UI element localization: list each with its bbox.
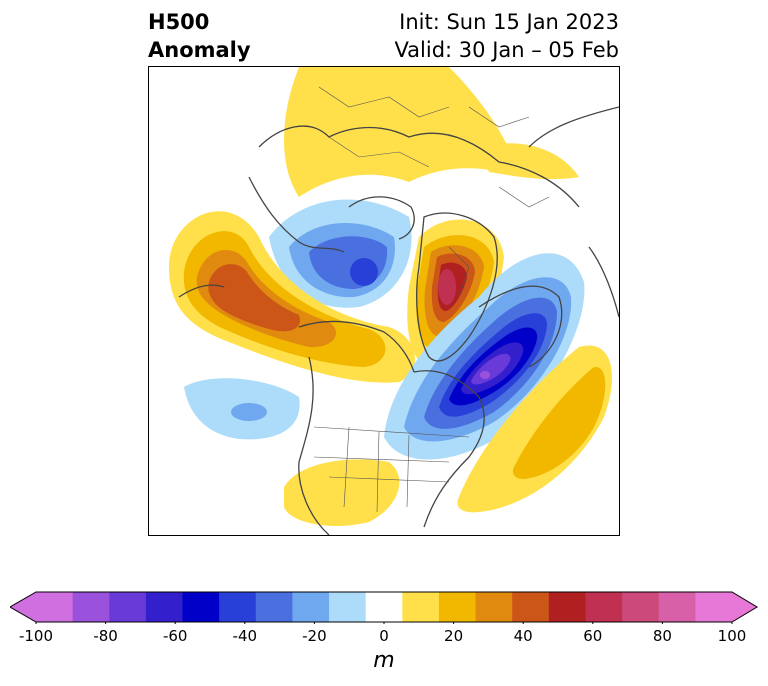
colorbar-segment <box>585 592 623 622</box>
colorbar-segment <box>658 592 696 622</box>
colorbar-segment <box>255 592 293 622</box>
positive-anomaly-nw-pacific <box>169 211 416 383</box>
colorbar-segment <box>402 592 440 622</box>
colorbar-segment <box>622 592 660 622</box>
colorbar-tick-label: 20 <box>444 627 464 645</box>
colorbar-segment <box>438 592 477 622</box>
colorbar-segment <box>329 592 367 622</box>
colorbar-tick-label: -40 <box>232 627 258 645</box>
colorbar-segment <box>109 592 147 622</box>
colorbar-segment <box>695 592 733 622</box>
colorbar-segment <box>292 592 330 622</box>
colorbar-tick-label: 100 <box>717 627 747 645</box>
colorbar-segment <box>475 592 513 622</box>
colorbar-tick-label: -100 <box>18 627 54 645</box>
positive-anomaly-western-atlantic <box>457 345 612 513</box>
init-date: Init: Sun 15 Jan 2023 <box>399 10 619 34</box>
colorbar-tick-label: -20 <box>302 627 327 645</box>
political-borders <box>313 86 550 513</box>
title-variable: H500 <box>148 10 210 34</box>
colorbar <box>10 591 758 624</box>
title-anomaly: Anomaly <box>148 38 251 62</box>
negative-anomaly-polar <box>269 199 412 308</box>
colorbar-segment <box>72 592 110 622</box>
colorbar-segment <box>219 592 257 622</box>
colorbar-segment <box>512 592 550 622</box>
negative-anomaly-eastern-canada <box>384 253 585 460</box>
positive-anomaly-southwest-us <box>284 459 400 527</box>
colorbar-extend-high <box>732 592 758 622</box>
colorbar-tick-label: -60 <box>162 627 188 645</box>
colorbar-segment <box>36 592 74 622</box>
colorbar-segment <box>145 592 184 622</box>
positive-anomaly-greenland <box>407 219 504 367</box>
colorbar-unit: m <box>373 648 395 673</box>
negative-anomaly-east-pacific <box>184 378 300 440</box>
colorbar-tick-label: 60 <box>583 627 603 645</box>
title-left: H500 Anomaly <box>148 8 251 64</box>
colorbar-tick-label: 40 <box>513 627 533 645</box>
colorbar-tick-label: 80 <box>652 627 672 645</box>
title-right: Init: Sun 15 Jan 2023 Valid: 30 Jan – 05… <box>394 8 619 64</box>
colorbar-segment <box>548 592 586 622</box>
positive-anomaly-siberia <box>284 67 579 197</box>
colorbar-tick-label: 0 <box>379 627 389 645</box>
colorbar-extend-low <box>10 592 36 622</box>
map-panel <box>148 66 620 536</box>
colorbar-segment <box>182 592 220 622</box>
anomaly-map <box>169 67 619 535</box>
colorbar-segment <box>365 592 403 622</box>
coastlines <box>178 106 619 535</box>
colorbar-tick-label: -80 <box>93 627 118 645</box>
valid-range: Valid: 30 Jan – 05 Feb <box>394 38 619 62</box>
